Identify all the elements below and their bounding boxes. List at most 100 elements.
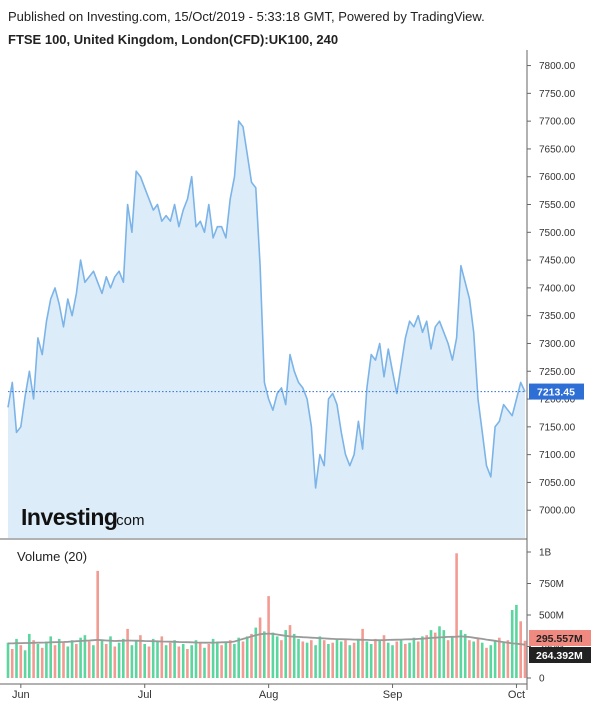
volume-bar <box>301 641 305 678</box>
volume-bar <box>519 621 522 678</box>
volume-tick-label: 750M <box>539 579 564 590</box>
volume-bar <box>404 644 407 678</box>
volume-bar <box>515 604 518 678</box>
price-tick-label: 7250.00 <box>539 367 576 378</box>
price-line <box>7 120 526 489</box>
volume-bar <box>186 649 189 678</box>
volume-bar <box>305 642 309 678</box>
volume-bar <box>374 638 377 678</box>
volume-bar <box>378 640 381 678</box>
volume-bar <box>357 638 360 678</box>
volume-bar <box>365 641 369 678</box>
volume-bar <box>498 637 501 678</box>
volume-bar <box>271 632 275 678</box>
volume-bar <box>83 635 87 678</box>
volume-bar <box>233 644 236 678</box>
volume-bar <box>173 640 176 678</box>
volume-bar <box>314 645 317 678</box>
price-tick-label: 7450.00 <box>539 256 576 267</box>
volume-layer <box>6 553 527 678</box>
volume-bar <box>109 636 112 678</box>
logo-main-text: Investing <box>21 504 117 530</box>
volume-bar <box>399 640 403 678</box>
volume-bar <box>250 633 253 678</box>
volume-bar <box>57 638 61 678</box>
volume-bar <box>207 644 211 678</box>
price-tick-label: 7150.00 <box>539 422 576 433</box>
price-tick-label: 7600.00 <box>539 172 576 183</box>
volume-bar <box>66 646 70 678</box>
volume-bar <box>352 642 356 678</box>
volume-bar <box>412 637 416 678</box>
volume-bar <box>164 645 168 678</box>
volume-bar <box>198 642 202 678</box>
volume-bar <box>241 641 245 678</box>
volume-bar <box>493 640 497 678</box>
volume-bar <box>49 636 52 678</box>
investing-logo: Investing .com <box>21 504 145 530</box>
volume-bar <box>472 641 475 678</box>
price-tick-label: 7650.00 <box>539 144 576 155</box>
volume-bar <box>10 649 14 678</box>
volume-bar <box>382 635 386 678</box>
volume-bar <box>79 637 82 678</box>
volume-bar <box>523 640 527 678</box>
price-tick-label: 7550.00 <box>539 200 576 211</box>
volume-bar <box>386 642 390 678</box>
volume-bar <box>224 642 228 678</box>
volume-bar <box>122 638 125 678</box>
axes-layer: 7000.00 7050.00 7100.00 7150.00 7200.00 7250.… <box>0 50 591 701</box>
volume-bar <box>275 636 279 678</box>
volume-bar <box>263 631 266 678</box>
volume-bar <box>280 640 283 678</box>
volume-bar <box>28 633 31 678</box>
volume-bar <box>416 641 420 678</box>
published-caption: Published on Investing.com, 15/Oct/2019 … <box>8 9 485 24</box>
price-tick-label: 7500.00 <box>539 228 576 239</box>
volume-bar <box>211 638 215 678</box>
volume-bar <box>258 617 262 678</box>
volume-bar <box>36 644 40 678</box>
volume-bar <box>391 645 394 678</box>
volume-bar <box>216 641 219 678</box>
volume-bar <box>476 638 480 678</box>
last-volume-label: 295.557M <box>536 633 583 645</box>
volume-bar <box>126 628 129 678</box>
volume-bar <box>284 630 287 678</box>
volume-ma-line <box>8 632 526 646</box>
volume-bar <box>92 645 95 678</box>
volume-bar <box>485 647 488 678</box>
logo-sub-text: .com <box>112 512 145 529</box>
last-price-badge <box>529 383 584 400</box>
volume-bar <box>408 642 411 678</box>
volume-bar <box>288 625 292 678</box>
volume-ma-badge <box>529 647 591 663</box>
volume-bar <box>468 640 471 678</box>
volume-bar <box>203 647 206 678</box>
price-tick-label: 7300.00 <box>539 339 576 350</box>
volume-bar <box>70 640 74 678</box>
volume-bar <box>438 626 441 678</box>
date-tick-label: Jul <box>138 689 152 701</box>
last-price-label: 7213.45 <box>537 387 575 399</box>
volume-bar <box>245 636 249 678</box>
volume-bar <box>169 642 172 678</box>
volume-bar <box>19 645 23 678</box>
price-tick-label: 7750.00 <box>539 89 576 100</box>
volume-bar <box>463 633 467 678</box>
volume-bar <box>100 640 104 678</box>
volume-bar <box>96 570 99 678</box>
volume-bar <box>156 641 159 678</box>
volume-bar <box>331 642 334 678</box>
volume-bar <box>297 638 300 678</box>
volume-bar <box>139 635 142 678</box>
volume-bar <box>322 640 326 678</box>
volume-bar <box>62 642 65 678</box>
date-tick-label: Sep <box>383 689 403 701</box>
price-tick-label: 7700.00 <box>539 117 576 128</box>
price-layer <box>7 120 526 538</box>
volume-bar <box>23 650 27 678</box>
volume-bar <box>318 636 322 678</box>
volume-bar <box>40 647 44 678</box>
